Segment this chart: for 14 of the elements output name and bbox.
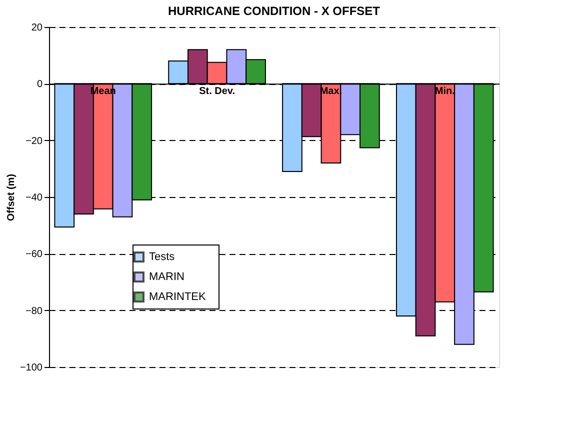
chart-title: HURRICANE CONDITION - X OFFSET [168, 4, 381, 18]
y-tick-label: 0 [36, 79, 43, 90]
legend-label: Tests [149, 251, 176, 263]
x-tick-label: St. Dev. [199, 86, 236, 98]
y-tick-label: −60 [26, 249, 43, 260]
y-tick-label: −100 [20, 362, 43, 374]
y-tick-label: −80 [26, 306, 43, 317]
y-axis-title: Offset (m) [6, 174, 17, 222]
x-tick-label: Min. [434, 86, 456, 98]
y-tick-label: 20 [31, 22, 43, 34]
legend-label: MARINTEK [149, 291, 206, 303]
y-tick-label: −20 [26, 136, 43, 147]
legend-label: MARIN [149, 271, 184, 283]
y-tick-label: −40 [26, 192, 43, 204]
